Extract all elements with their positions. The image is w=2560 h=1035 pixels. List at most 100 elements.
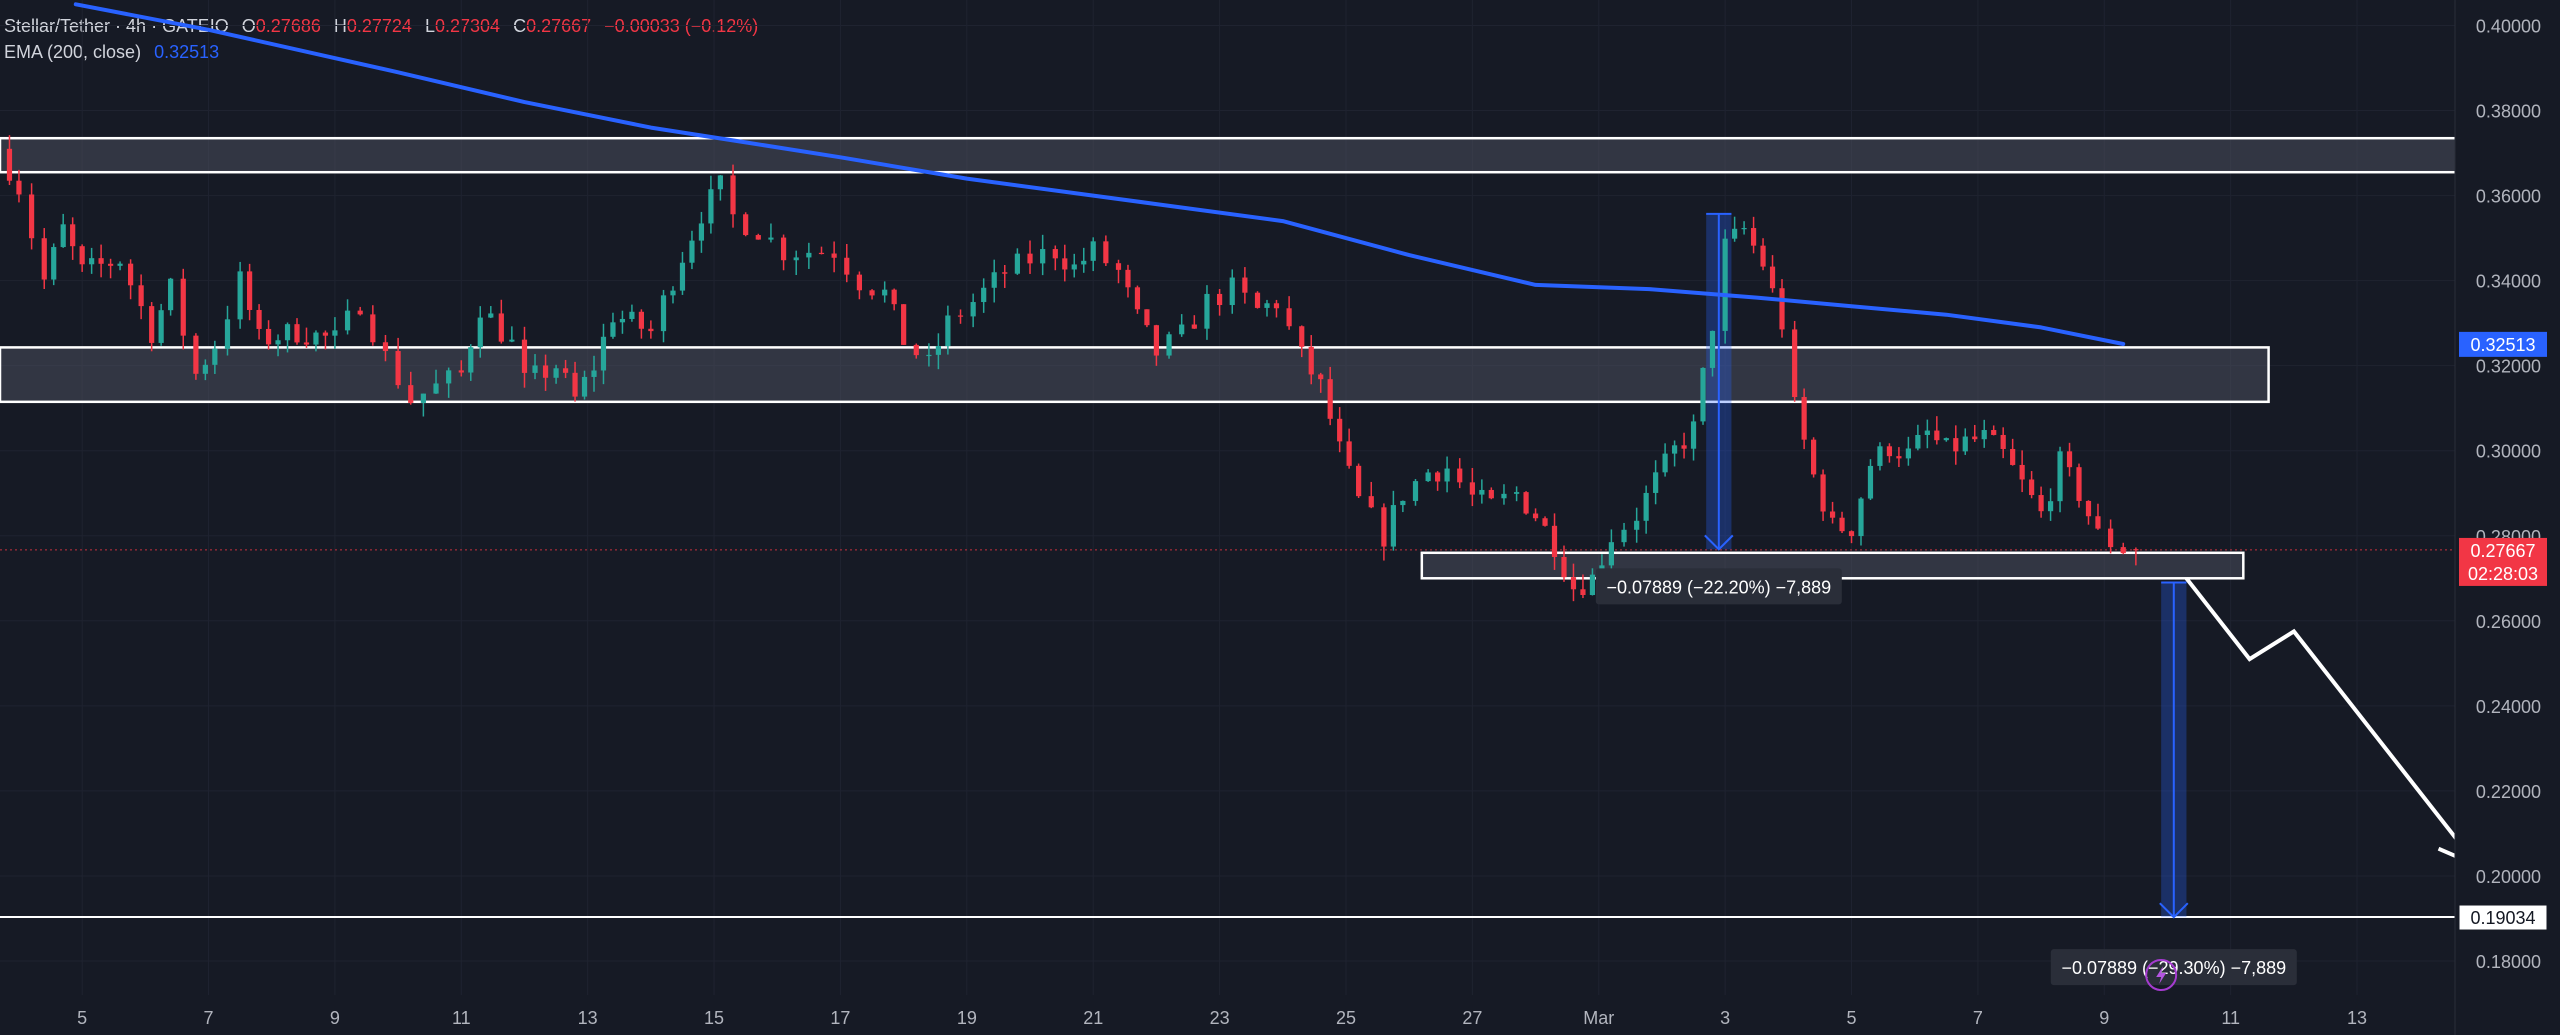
candle[interactable] (193, 335, 199, 374)
candle[interactable] (1811, 439, 1817, 475)
candle[interactable] (1858, 498, 1864, 537)
candle[interactable] (488, 313, 494, 318)
candle[interactable] (1750, 228, 1757, 246)
candle[interactable] (689, 240, 695, 263)
candle[interactable] (1681, 445, 1687, 449)
candle[interactable] (2029, 479, 2035, 496)
candle[interactable] (572, 372, 578, 397)
candle[interactable] (1425, 472, 1431, 482)
candle[interactable] (600, 336, 607, 371)
candle[interactable] (542, 365, 549, 378)
candle[interactable] (1769, 266, 1776, 289)
candle[interactable] (2019, 464, 2025, 480)
candle[interactable] (670, 290, 676, 296)
candle[interactable] (581, 376, 588, 397)
candle[interactable] (70, 224, 76, 247)
candle[interactable] (926, 354, 932, 357)
candle[interactable] (1103, 241, 1109, 264)
ema-label[interactable]: EMA (200, close) (4, 42, 142, 62)
candle[interactable] (882, 289, 888, 296)
candle[interactable] (1014, 253, 1020, 274)
candle[interactable] (553, 368, 559, 378)
candle[interactable] (284, 324, 291, 341)
candle[interactable] (1318, 374, 1324, 380)
candle[interactable] (6, 148, 13, 181)
candle[interactable] (138, 285, 144, 307)
candle[interactable] (1972, 436, 1978, 440)
candle[interactable] (408, 385, 414, 403)
candle[interactable] (382, 342, 389, 352)
candle[interactable] (2120, 547, 2126, 554)
ema-line[interactable] (73, 2, 2126, 346)
candle[interactable] (1488, 489, 1494, 499)
candle[interactable] (935, 346, 941, 355)
candle[interactable] (1634, 520, 1640, 530)
lightning-icon[interactable] (2145, 959, 2178, 991)
candle[interactable] (1867, 465, 1874, 499)
candle[interactable] (793, 257, 799, 261)
candle[interactable] (1090, 241, 1096, 261)
candle[interactable] (856, 274, 863, 291)
candle[interactable] (717, 175, 723, 190)
candle[interactable] (2095, 516, 2101, 529)
candle[interactable] (1390, 505, 1396, 547)
candle[interactable] (648, 328, 654, 332)
candle[interactable] (370, 314, 376, 343)
candle[interactable] (468, 347, 474, 373)
candle[interactable] (2000, 434, 2006, 449)
candle[interactable] (2047, 501, 2054, 512)
candle[interactable] (619, 318, 626, 323)
candle[interactable] (1741, 228, 1747, 230)
candle[interactable] (117, 263, 123, 266)
candle[interactable] (294, 324, 300, 343)
candle[interactable] (521, 339, 528, 373)
candle[interactable] (1254, 292, 1261, 308)
candle[interactable] (1643, 492, 1649, 521)
candle[interactable] (1801, 397, 1807, 440)
candle[interactable] (1690, 421, 1697, 449)
candle[interactable] (1915, 434, 1921, 449)
candle[interactable] (1877, 446, 1883, 466)
candle[interactable] (509, 339, 515, 342)
candle[interactable] (41, 238, 47, 280)
candle[interactable] (1589, 574, 1596, 596)
candle[interactable] (420, 393, 426, 403)
candle[interactable] (1501, 493, 1507, 499)
candle[interactable] (1286, 308, 1292, 327)
candle[interactable] (1229, 277, 1235, 306)
candle[interactable] (168, 278, 174, 311)
candle[interactable] (395, 351, 401, 386)
candle[interactable] (224, 319, 231, 349)
candle[interactable] (708, 189, 714, 224)
candle[interactable] (698, 223, 705, 241)
candle[interactable] (1166, 334, 1172, 356)
candle[interactable] (1722, 238, 1728, 331)
candle[interactable] (1242, 277, 1248, 293)
candle[interactable] (660, 295, 667, 332)
candle[interactable] (1337, 418, 1343, 442)
candle[interactable] (638, 311, 644, 329)
candle[interactable] (970, 302, 976, 317)
candle[interactable] (1040, 249, 1046, 264)
candle[interactable] (2038, 495, 2044, 512)
candle[interactable] (1760, 245, 1766, 267)
candle[interactable] (212, 348, 218, 365)
candle[interactable] (1934, 430, 1940, 441)
candle[interactable] (1532, 513, 1539, 519)
candle[interactable] (1561, 556, 1567, 578)
candle[interactable] (1273, 303, 1280, 309)
candle[interactable] (1981, 430, 1987, 440)
candle[interactable] (2066, 451, 2073, 468)
candle[interactable] (1732, 228, 1738, 239)
candle[interactable] (1368, 496, 1374, 508)
candle[interactable] (844, 257, 850, 275)
candle[interactable] (1179, 324, 1185, 335)
candle[interactable] (1580, 589, 1586, 596)
candle[interactable] (313, 332, 319, 345)
candle[interactable] (913, 344, 919, 356)
candle[interactable] (16, 180, 22, 195)
candle[interactable] (357, 310, 363, 315)
candle[interactable] (1551, 525, 1558, 557)
candle[interactable] (831, 253, 837, 258)
